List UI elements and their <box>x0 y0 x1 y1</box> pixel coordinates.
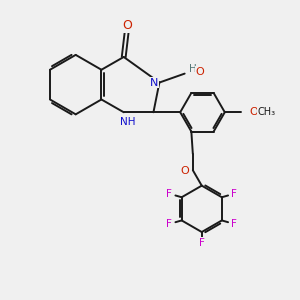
Text: H: H <box>189 64 196 74</box>
Text: O: O <box>122 19 132 32</box>
Text: F: F <box>166 189 172 199</box>
Text: CH₃: CH₃ <box>257 107 275 117</box>
Text: F: F <box>231 219 237 229</box>
Text: F: F <box>231 189 237 199</box>
Text: NH: NH <box>119 117 135 127</box>
Text: O: O <box>249 107 258 117</box>
Text: N: N <box>150 77 158 88</box>
Text: O: O <box>180 166 189 176</box>
Text: F: F <box>199 238 205 248</box>
Text: O: O <box>196 67 205 77</box>
Text: F: F <box>166 219 172 229</box>
